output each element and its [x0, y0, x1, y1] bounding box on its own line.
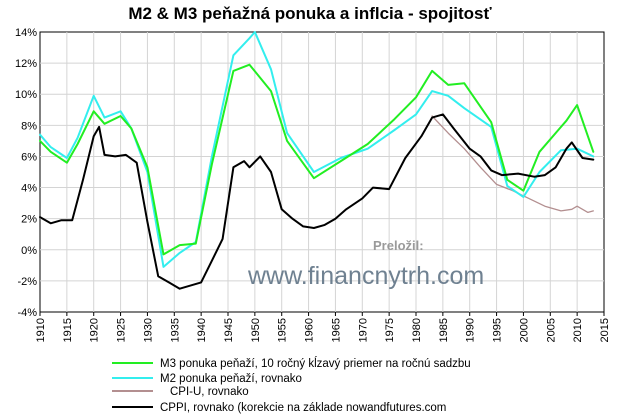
x-tick-label: 1935: [169, 318, 181, 342]
y-tick-label: 6%: [21, 151, 37, 163]
x-tick-label: 1995: [492, 318, 504, 342]
legend-label: CPPI, rovnako (korekcie na základe nowan…: [160, 402, 446, 414]
x-tick-label: 1985: [438, 318, 450, 342]
series-group: [39, 31, 595, 290]
legend: M3 ponuka peňaží, 10 ročný kĺzavý prieme…: [112, 357, 471, 414]
x-tick-label: 2015: [599, 318, 611, 342]
y-tick-label: 10%: [15, 89, 37, 101]
series-line-3: [39, 113, 595, 290]
y-tick-label: 0%: [21, 245, 37, 257]
x-tick-label: 2000: [518, 318, 530, 342]
y-tick-label: -4%: [17, 307, 37, 319]
x-tick-label: 1980: [411, 318, 423, 342]
x-tick-label: 1970: [357, 318, 369, 342]
y-tick-label: 4%: [21, 183, 37, 195]
series-line-1: [39, 31, 595, 268]
y-tick-label: 8%: [21, 120, 37, 132]
legend-label: CPI-U, rovnako: [170, 386, 249, 398]
series-line-0: [39, 63, 595, 256]
y-tick-label: 14%: [15, 27, 37, 39]
annotation-website: www.financnytrh.com: [247, 262, 484, 290]
annotation-translated-by: Preložil:: [373, 238, 424, 253]
x-tick-label: 1975: [384, 318, 396, 342]
x-tick-label: 1915: [62, 318, 74, 342]
legend-label: M3 ponuka peňaží, 10 ročný kĺzavý prieme…: [160, 357, 471, 370]
y-axis: -4% -2% 0% 2% 4% 6% 8% 10% 12% 14%: [15, 27, 37, 319]
x-tick-label: 1960: [304, 318, 316, 342]
chart-title: M2 & M3 peňažná ponuka a inflcia - spoji…: [128, 4, 492, 23]
x-tick-label: 2005: [545, 318, 557, 342]
x-tick-label: 1965: [330, 318, 342, 342]
x-axis: 1910 1915 1920 1925 1930 1935 1940 1945 1950 1955…: [35, 312, 611, 342]
x-tick-label: 1945: [223, 318, 235, 342]
y-tick-label: 12%: [15, 58, 37, 70]
x-tick-label: 1990: [465, 318, 477, 342]
y-tick-label: 2%: [21, 214, 37, 226]
x-tick-label: 1955: [277, 318, 289, 342]
x-tick-label: 1920: [89, 318, 101, 342]
x-tick-label: 1930: [142, 318, 154, 342]
series-line-2: [431, 115, 594, 214]
x-tick-label: 1925: [116, 318, 128, 342]
x-tick-label: 1910: [35, 318, 47, 342]
y-tick-label: -2%: [17, 276, 37, 288]
legend-label: M2 ponuka peňaží, rovnako: [160, 373, 302, 385]
x-tick-label: 1940: [196, 318, 208, 342]
x-tick-label: 2010: [572, 318, 584, 342]
x-tick-label: 1950: [250, 318, 262, 342]
